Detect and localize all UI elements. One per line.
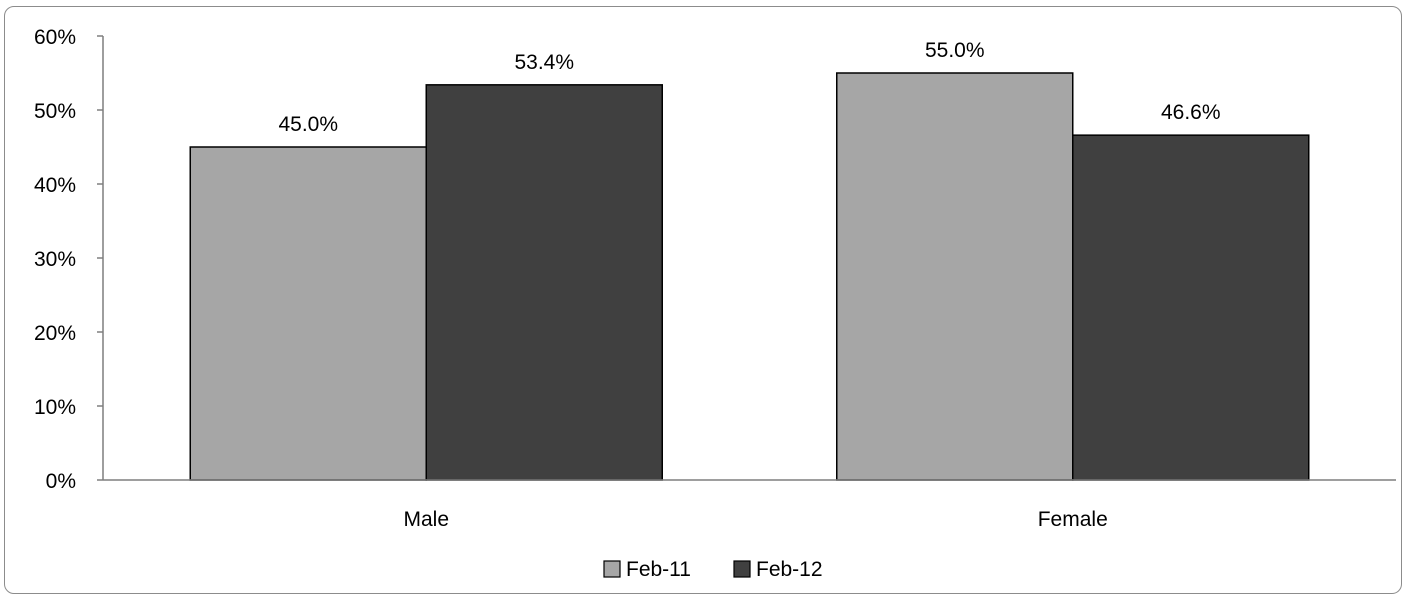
y-tick-label: 10% xyxy=(34,396,76,419)
bar-feb-12-male xyxy=(425,84,663,481)
bar-feb-11-male xyxy=(189,146,427,481)
y-tick-label: 50% xyxy=(34,100,76,123)
legend-swatch xyxy=(733,560,751,578)
x-axis: Male Female xyxy=(103,479,1396,531)
data-label: 53.4% xyxy=(514,51,574,74)
bar-feb-11-female xyxy=(836,72,1074,481)
y-tick-label: 0% xyxy=(46,470,76,493)
y-tick-label: 40% xyxy=(34,174,76,197)
bars: 45.0% 53.4% 55.0% 46.6% xyxy=(189,39,1310,481)
legend-label: Feb-12 xyxy=(756,558,823,581)
x-category-label: Female xyxy=(1038,508,1108,531)
legend-item-feb-12: Feb-12 xyxy=(733,558,823,581)
legend: Feb-11 Feb-12 xyxy=(603,558,823,581)
legend-label: Feb-11 xyxy=(626,558,691,581)
data-label: 45.0% xyxy=(278,113,338,136)
y-tick-label: 60% xyxy=(34,26,76,49)
y-axis: 0% 10% 20% 30% 40% 50% 60% xyxy=(34,26,104,493)
bar-feb-12-female xyxy=(1072,134,1310,481)
data-label: 55.0% xyxy=(925,39,985,62)
y-tick-label: 20% xyxy=(34,322,76,345)
legend-swatch xyxy=(603,560,621,578)
data-label: 46.6% xyxy=(1161,101,1221,124)
y-tick-label: 30% xyxy=(34,248,76,271)
x-category-label: Male xyxy=(403,508,449,531)
legend-item-feb-11: Feb-11 xyxy=(603,558,691,581)
